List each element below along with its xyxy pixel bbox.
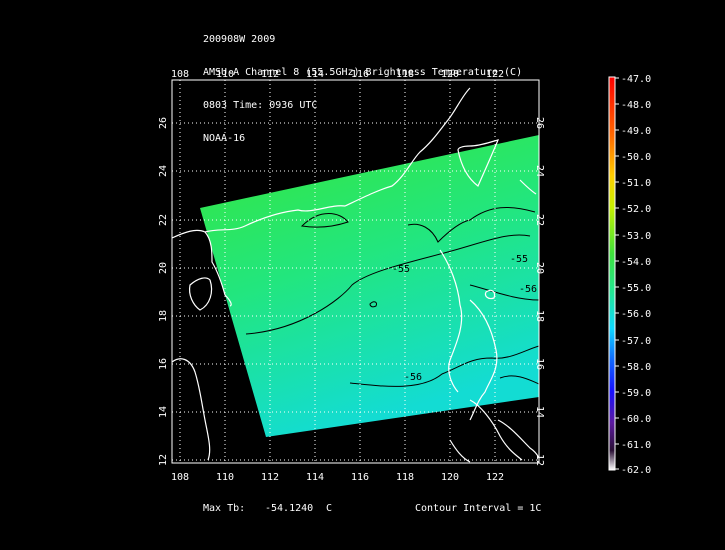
- lon-tick-bottom: 110: [216, 472, 234, 483]
- lat-tick-left: 26: [158, 117, 169, 129]
- title-line-2: AMSU-A Channel 8 (55.5GHz) Brightness Te…: [203, 67, 523, 78]
- title-line-3: 0803 Time: 0936 UTC: [203, 100, 318, 111]
- lon-tick-top: 120: [441, 69, 459, 80]
- lat-tick-left: 14: [158, 406, 169, 418]
- colorbar-label: -56.0: [621, 309, 651, 320]
- colorbar-label: -47.0: [621, 74, 651, 85]
- contour-label: -55: [392, 264, 410, 275]
- lat-ticks-left: 12 14 16 18 20 22 24 26: [158, 117, 169, 466]
- colorbar-label: -60.0: [621, 414, 651, 425]
- lat-tick-right: 22: [534, 214, 545, 226]
- colorbar-label: -52.0: [621, 204, 651, 215]
- lat-tick-left: 20: [158, 262, 169, 274]
- colorbar-labels: -47.0 -48.0 -49.0 -50.0 -51.0 -52.0 -53.…: [621, 74, 651, 476]
- lon-tick-bottom: 120: [441, 472, 459, 483]
- lat-tick-right: 26: [534, 117, 545, 129]
- lon-tick-bottom: 118: [396, 472, 414, 483]
- satellite-swath: [200, 135, 539, 437]
- max-tb-label: Max Tb:: [203, 503, 246, 514]
- contour-label: -56: [404, 372, 422, 383]
- title-block: 200908W 2009 AMSU-A Channel 8 (55.5GHz) …: [203, 12, 522, 155]
- colorbar-label: -54.0: [621, 257, 651, 268]
- max-tb-unit: C: [326, 503, 333, 514]
- lon-ticks-top: 108 110 112 114 116 118 120 122: [171, 69, 504, 80]
- colorbar-label: -57.0: [621, 336, 651, 347]
- lon-tick-bottom: 114: [306, 472, 324, 483]
- lat-tick-right: 18: [534, 310, 545, 322]
- colorbar-label: -59.0: [621, 388, 651, 399]
- colorbar-label: -58.0: [621, 362, 651, 373]
- lat-tick-right: 24: [534, 165, 545, 177]
- lon-tick-top: 108: [171, 69, 189, 80]
- map-frame: [171, 79, 540, 464]
- lon-tick-top: 110: [216, 69, 234, 80]
- colorbar-ticks: [615, 77, 619, 470]
- lon-tick-bottom: 116: [351, 472, 369, 483]
- lat-tick-left: 18: [158, 310, 169, 322]
- colorbar-label: -51.0: [621, 178, 651, 189]
- colorbar-label: -49.0: [621, 126, 651, 137]
- lon-tick-top: 122: [486, 69, 504, 80]
- colorbar-label: -53.0: [621, 231, 651, 242]
- title-line-4: NOAA-16: [203, 133, 246, 144]
- lon-tick-bottom: 112: [261, 472, 279, 483]
- lon-ticks-bottom: 108 110 112 114 116 118 120 122: [171, 472, 504, 483]
- title-line-1: 200908W 2009: [203, 34, 276, 45]
- contour-labels: -55 -55 -56 -56: [392, 254, 537, 383]
- lat-tick-right: 16: [534, 358, 545, 370]
- lat-ticks-right: 12 14 16 18 20 22 24 26: [534, 117, 545, 466]
- lat-tick-left: 12: [158, 454, 169, 466]
- lon-tick-top: 114: [306, 69, 324, 80]
- lat-tick-right: 14: [534, 406, 545, 418]
- lon-tick-bottom: 122: [486, 472, 504, 483]
- lat-tick-right: 20: [534, 262, 545, 274]
- lon-tick-bottom: 108: [171, 472, 189, 483]
- lat-tick-right: 12: [534, 454, 545, 466]
- max-tb-value: -54.1240: [265, 503, 314, 514]
- lon-tick-top: 112: [261, 69, 279, 80]
- colorbar: [608, 76, 616, 471]
- lat-tick-left: 24: [158, 165, 169, 177]
- coastlines: [172, 87, 539, 463]
- colorbar-label: -62.0: [621, 465, 651, 476]
- colorbar-label: -61.0: [621, 440, 651, 451]
- colorbar-label: -48.0: [621, 100, 651, 111]
- contour-lines: [245, 207, 540, 387]
- lon-tick-top: 118: [396, 69, 414, 80]
- lat-tick-left: 22: [158, 214, 169, 226]
- contour-label: -56: [519, 284, 537, 295]
- contour-label: -55: [510, 254, 528, 265]
- contour-interval: Contour Interval = 1C: [415, 503, 542, 514]
- lat-tick-left: 16: [158, 358, 169, 370]
- lon-tick-top: 116: [351, 69, 369, 80]
- colorbar-label: -50.0: [621, 152, 651, 163]
- colorbar-label: -55.0: [621, 283, 651, 294]
